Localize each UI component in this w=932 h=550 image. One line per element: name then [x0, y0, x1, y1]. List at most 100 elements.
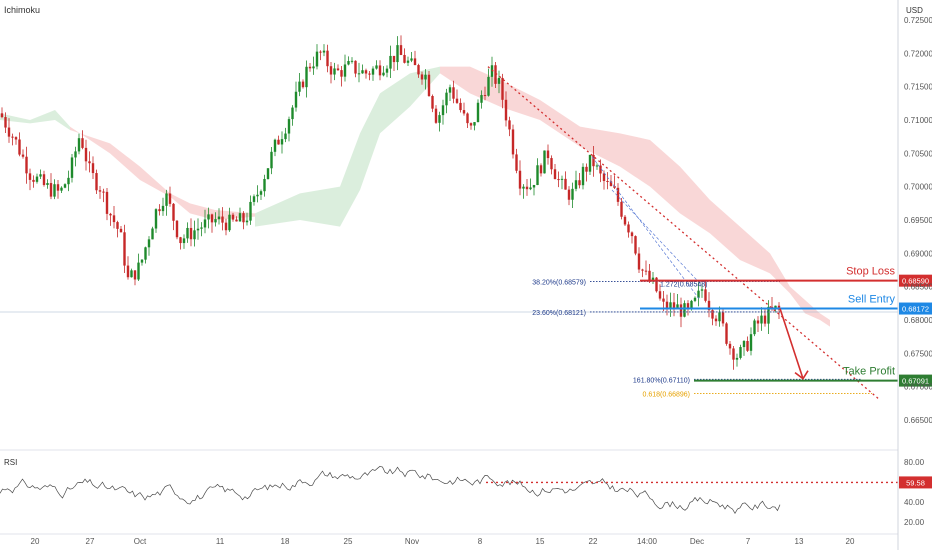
candle-body: [284, 133, 287, 140]
candle-body: [665, 301, 669, 310]
rsi-price-tag: [899, 476, 932, 489]
candle-body: [483, 95, 487, 97]
candle-body: [501, 77, 504, 100]
candle-body: [238, 213, 242, 222]
candle-body: [84, 147, 88, 162]
candle-body: [686, 303, 690, 309]
candle-body: [494, 65, 497, 84]
candle-body: [480, 95, 483, 103]
candle-body: [77, 138, 81, 152]
level-label: Sell Entry: [848, 294, 896, 306]
candle-body: [676, 304, 679, 309]
candle-body: [529, 187, 532, 190]
candle-body: [140, 259, 144, 263]
candle-body: [410, 58, 413, 61]
candle-body: [14, 137, 18, 140]
rsi-tick-label: 40.00: [904, 498, 925, 507]
candle-body: [109, 213, 112, 216]
candle-body: [116, 222, 119, 229]
candle-body: [207, 214, 210, 220]
x-tick-label: Nov: [405, 537, 419, 546]
candle-body: [301, 81, 305, 88]
candle-body: [130, 270, 133, 278]
candle-body: [389, 55, 392, 69]
indicator-label: Ichimoku: [4, 5, 40, 15]
x-tick-label: 22: [589, 537, 598, 546]
candle-body: [315, 51, 319, 67]
candle-body: [357, 73, 361, 75]
candle-body: [46, 183, 49, 185]
candle-body: [728, 343, 732, 349]
candle-body: [487, 76, 490, 96]
candle-body: [574, 180, 578, 189]
candle-body: [221, 216, 224, 223]
candle-body: [767, 306, 770, 324]
rsi-level-label: 59.58: [906, 478, 925, 487]
candle-body: [424, 74, 427, 80]
candle-body: [462, 110, 466, 114]
candle-body: [420, 74, 424, 80]
candle-body: [714, 318, 718, 322]
candle-body: [473, 122, 476, 126]
candle-body: [403, 54, 406, 63]
candle-body: [707, 300, 711, 311]
candle-body: [39, 174, 42, 177]
candle-body: [616, 187, 620, 202]
candle-body: [0, 113, 4, 118]
candle-body: [144, 247, 147, 260]
candle-body: [504, 99, 508, 121]
candle-body: [546, 150, 550, 159]
candle-body: [669, 302, 672, 310]
fib-label: 38.20%(0.68579): [532, 279, 586, 286]
candle-body: [763, 315, 767, 324]
candle-body: [256, 194, 259, 197]
candle-body: [266, 168, 270, 179]
candle-body: [168, 193, 172, 204]
candle-body: [434, 108, 438, 123]
candle-body: [718, 312, 721, 322]
candle-body: [700, 289, 704, 291]
candle-body: [361, 70, 364, 74]
candle-body: [637, 253, 641, 270]
y-tick-label: 0.68500: [904, 283, 932, 292]
candle-body: [746, 340, 749, 351]
candle-body: [392, 55, 396, 63]
candle-body: [672, 302, 676, 309]
ichimoku-cloud: [440, 66, 830, 327]
candle-body: [98, 190, 102, 192]
candle-body: [704, 289, 707, 301]
candle-body: [658, 291, 662, 299]
candle-body: [119, 228, 123, 233]
y-tick-label: 0.69500: [904, 216, 932, 225]
candle-body: [126, 265, 130, 278]
candle-body: [4, 117, 7, 128]
candle-body: [277, 139, 280, 145]
rsi-tick-label: 80.00: [904, 458, 925, 467]
trade-arrow-head: [794, 370, 809, 380]
fib-label: 1.272(0.68548): [660, 281, 707, 288]
candle-body: [655, 277, 658, 292]
candle-body: [91, 163, 95, 174]
candle-body: [592, 154, 595, 167]
candle-body: [511, 129, 515, 155]
y-tick-label: 0.72000: [904, 49, 932, 58]
candle-body: [445, 92, 448, 106]
candle-body: [67, 177, 70, 185]
candle-body: [354, 60, 357, 74]
candle-body: [651, 277, 655, 282]
candle-body: [350, 60, 354, 62]
candle-body: [522, 186, 525, 189]
candle-body: [441, 105, 445, 116]
candle-body: [242, 213, 245, 223]
candle-body: [333, 68, 336, 75]
x-tick-label: 20: [31, 537, 40, 546]
candle-body: [459, 102, 462, 111]
candle-body: [308, 66, 312, 69]
candle-body: [448, 87, 452, 93]
candle-body: [224, 222, 228, 231]
x-tick-label: 7: [746, 537, 751, 546]
candle-body: [322, 50, 326, 53]
candle-body: [63, 184, 67, 188]
candle-body: [217, 216, 221, 220]
